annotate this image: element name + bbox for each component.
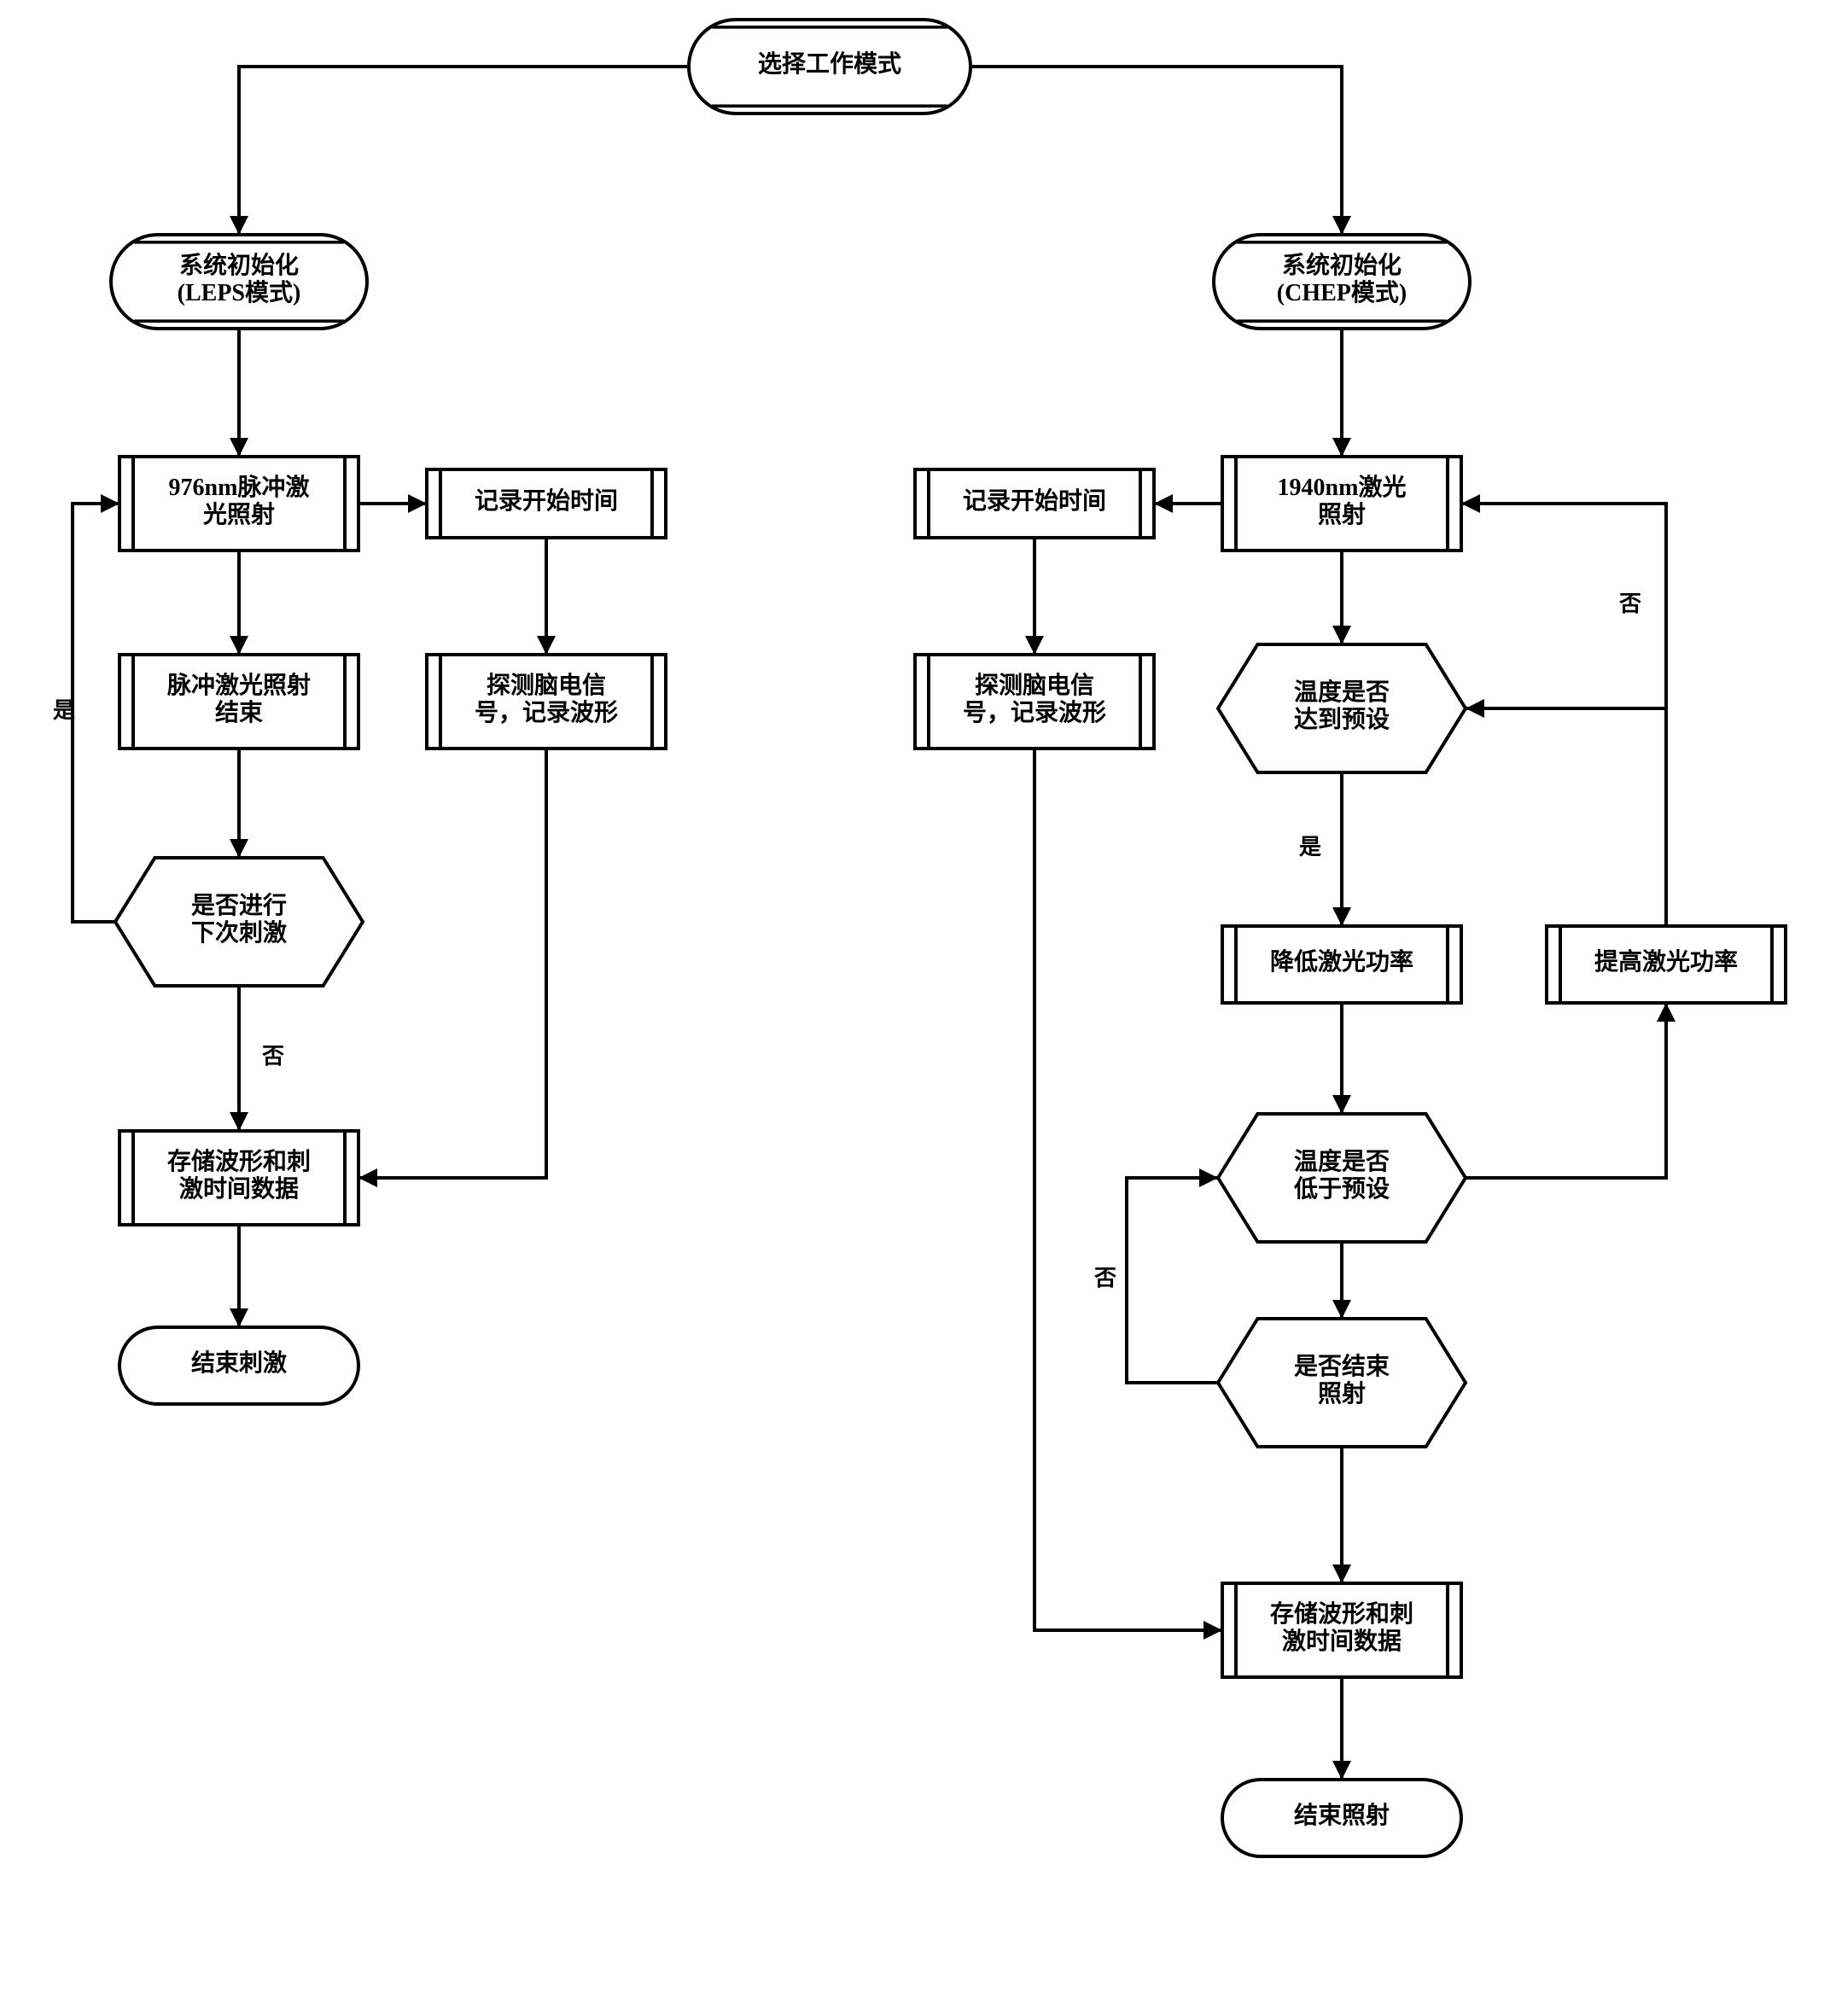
svg-text:温度是否达到预设: 温度是否达到预设 xyxy=(1294,679,1390,733)
flowchart-canvas: 是否否是否选择工作模式系统初始化(LEPS模式)系统初始化(CHEP模式)976… xyxy=(0,0,1830,2016)
svg-text:是: 是 xyxy=(1299,835,1321,859)
svg-text:存储波形和刺激时间数据: 存储波形和刺激时间数据 xyxy=(1270,1599,1413,1655)
svg-text:系统初始化(CHEP模式): 系统初始化(CHEP模式) xyxy=(1277,251,1407,306)
svg-text:否: 否 xyxy=(1619,591,1641,616)
svg-text:结束刺激: 结束刺激 xyxy=(191,1349,287,1377)
svg-text:结束照射: 结束照射 xyxy=(1294,1802,1390,1829)
svg-text:脉冲激光照射结束: 脉冲激光照射结束 xyxy=(167,672,311,726)
svg-text:1940nm激光照射: 1940nm激光照射 xyxy=(1278,474,1407,528)
svg-text:否: 否 xyxy=(1094,1266,1116,1291)
svg-text:温度是否低于预设: 温度是否低于预设 xyxy=(1293,1148,1390,1203)
svg-text:否: 否 xyxy=(262,1044,284,1069)
svg-text:是: 是 xyxy=(53,698,75,723)
svg-text:探测脑电信号，记录波形: 探测脑电信号，记录波形 xyxy=(963,672,1106,726)
svg-text:976nm脉冲激光照射: 976nm脉冲激光照射 xyxy=(169,474,310,528)
svg-text:是否结束照射: 是否结束照射 xyxy=(1294,1353,1390,1407)
svg-text:是否进行下次刺激: 是否进行下次刺激 xyxy=(191,891,287,947)
svg-text:记录开始时间: 记录开始时间 xyxy=(475,487,618,515)
svg-text:系统初始化(LEPS模式): 系统初始化(LEPS模式) xyxy=(178,251,301,306)
svg-text:提高激光功率: 提高激光功率 xyxy=(1594,947,1738,976)
svg-text:探测脑电信号，记录波形: 探测脑电信号，记录波形 xyxy=(475,672,618,726)
svg-text:降低激光功率: 降低激光功率 xyxy=(1270,947,1413,976)
svg-text:记录开始时间: 记录开始时间 xyxy=(963,487,1106,515)
svg-text:存储波形和刺激时间数据: 存储波形和刺激时间数据 xyxy=(167,1147,311,1203)
svg-text:选择工作模式: 选择工作模式 xyxy=(758,50,901,78)
